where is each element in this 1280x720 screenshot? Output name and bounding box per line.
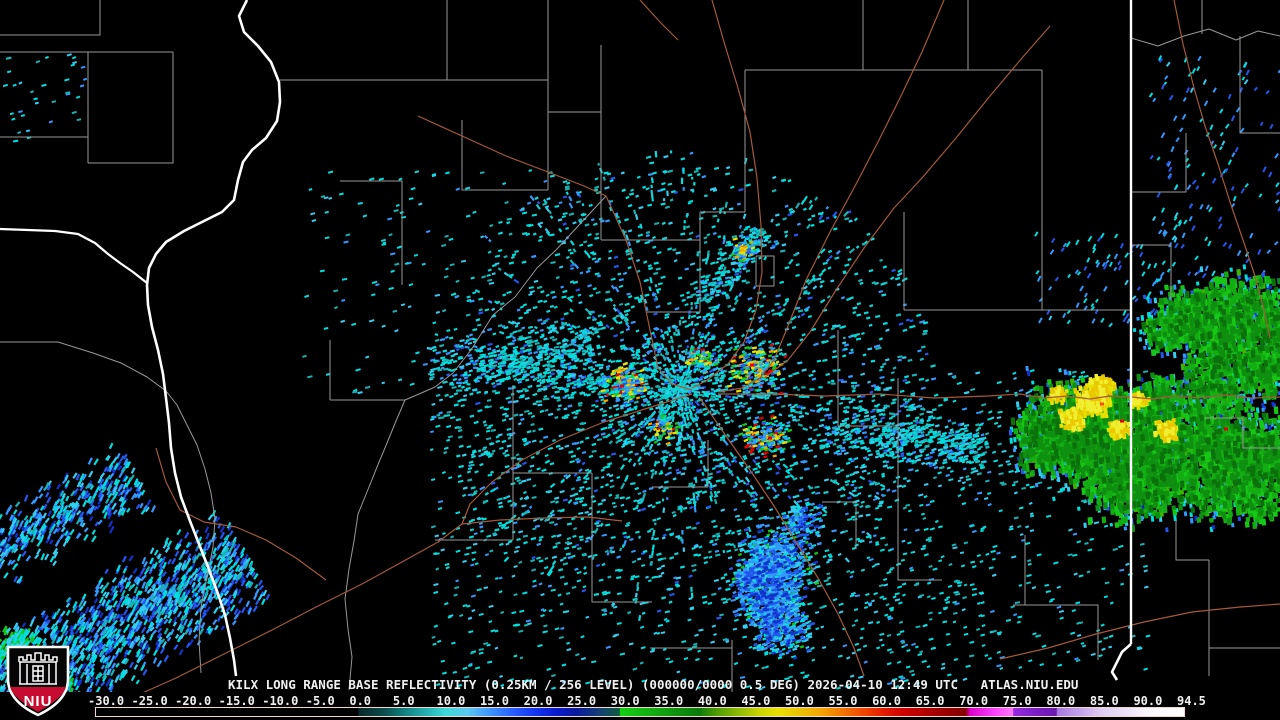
colorbar-tick-label: 80.0 [1046, 694, 1076, 708]
colorbar-tick-label: 35.0 [654, 694, 684, 708]
niu-wordmark: NIU [24, 693, 53, 710]
niu-castle-icon [18, 652, 58, 685]
colorbar-tick-label: -25.0 [131, 694, 168, 708]
colorbar-tick-label: 45.0 [741, 694, 771, 708]
niu-logo: NIU [6, 645, 70, 717]
colorbar-tick-label: 70.0 [959, 694, 989, 708]
colorbar-tick-label: 40.0 [697, 694, 727, 708]
colorbar-tick-label: 75.0 [1002, 694, 1032, 708]
colorbar-tick-label: 90.0 [1133, 694, 1163, 708]
colorbar-tick-label: -5.0 [305, 694, 335, 708]
colorbar-tick-label: 85.0 [1089, 694, 1119, 708]
colorbar-tick-label: 5.0 [392, 694, 415, 708]
roads-layer [139, 0, 1280, 695]
colorbar-tick-label: -20.0 [175, 694, 212, 708]
colorbar-tick-label: 30.0 [610, 694, 640, 708]
colorbar-tick-label: 0.0 [349, 694, 372, 708]
niu-shield-red-band [10, 687, 66, 712]
state-boundaries-layer [0, 0, 1133, 681]
colorbar-tick-label: -15.0 [218, 694, 255, 708]
colorbar-tick-label: 55.0 [828, 694, 858, 708]
colorbar-tick-label: 50.0 [784, 694, 814, 708]
colorbar-tick-label: 60.0 [872, 694, 901, 708]
colorbar-tick-label: 20.0 [523, 694, 553, 708]
colorbar-tick-label: 15.0 [480, 694, 509, 708]
reflectivity-colorbar [95, 707, 1185, 717]
colorbar-tick-label: 65.0 [915, 694, 945, 708]
county-boundaries-layer [0, 0, 1280, 692]
colorbar-tick-label: -30.0 [88, 694, 125, 708]
colorbar-tick-label: 25.0 [567, 694, 597, 708]
colorbar-tick-label: 10.0 [436, 694, 466, 708]
product-caption: KILX LONG RANGE BASE REFLECTIVITY (0.25K… [228, 677, 1079, 692]
colorbar-tick-label: 94.5 [1177, 694, 1206, 708]
colorbar-tick-label: -10.0 [262, 694, 299, 708]
radar-echo-layer [0, 53, 1280, 720]
